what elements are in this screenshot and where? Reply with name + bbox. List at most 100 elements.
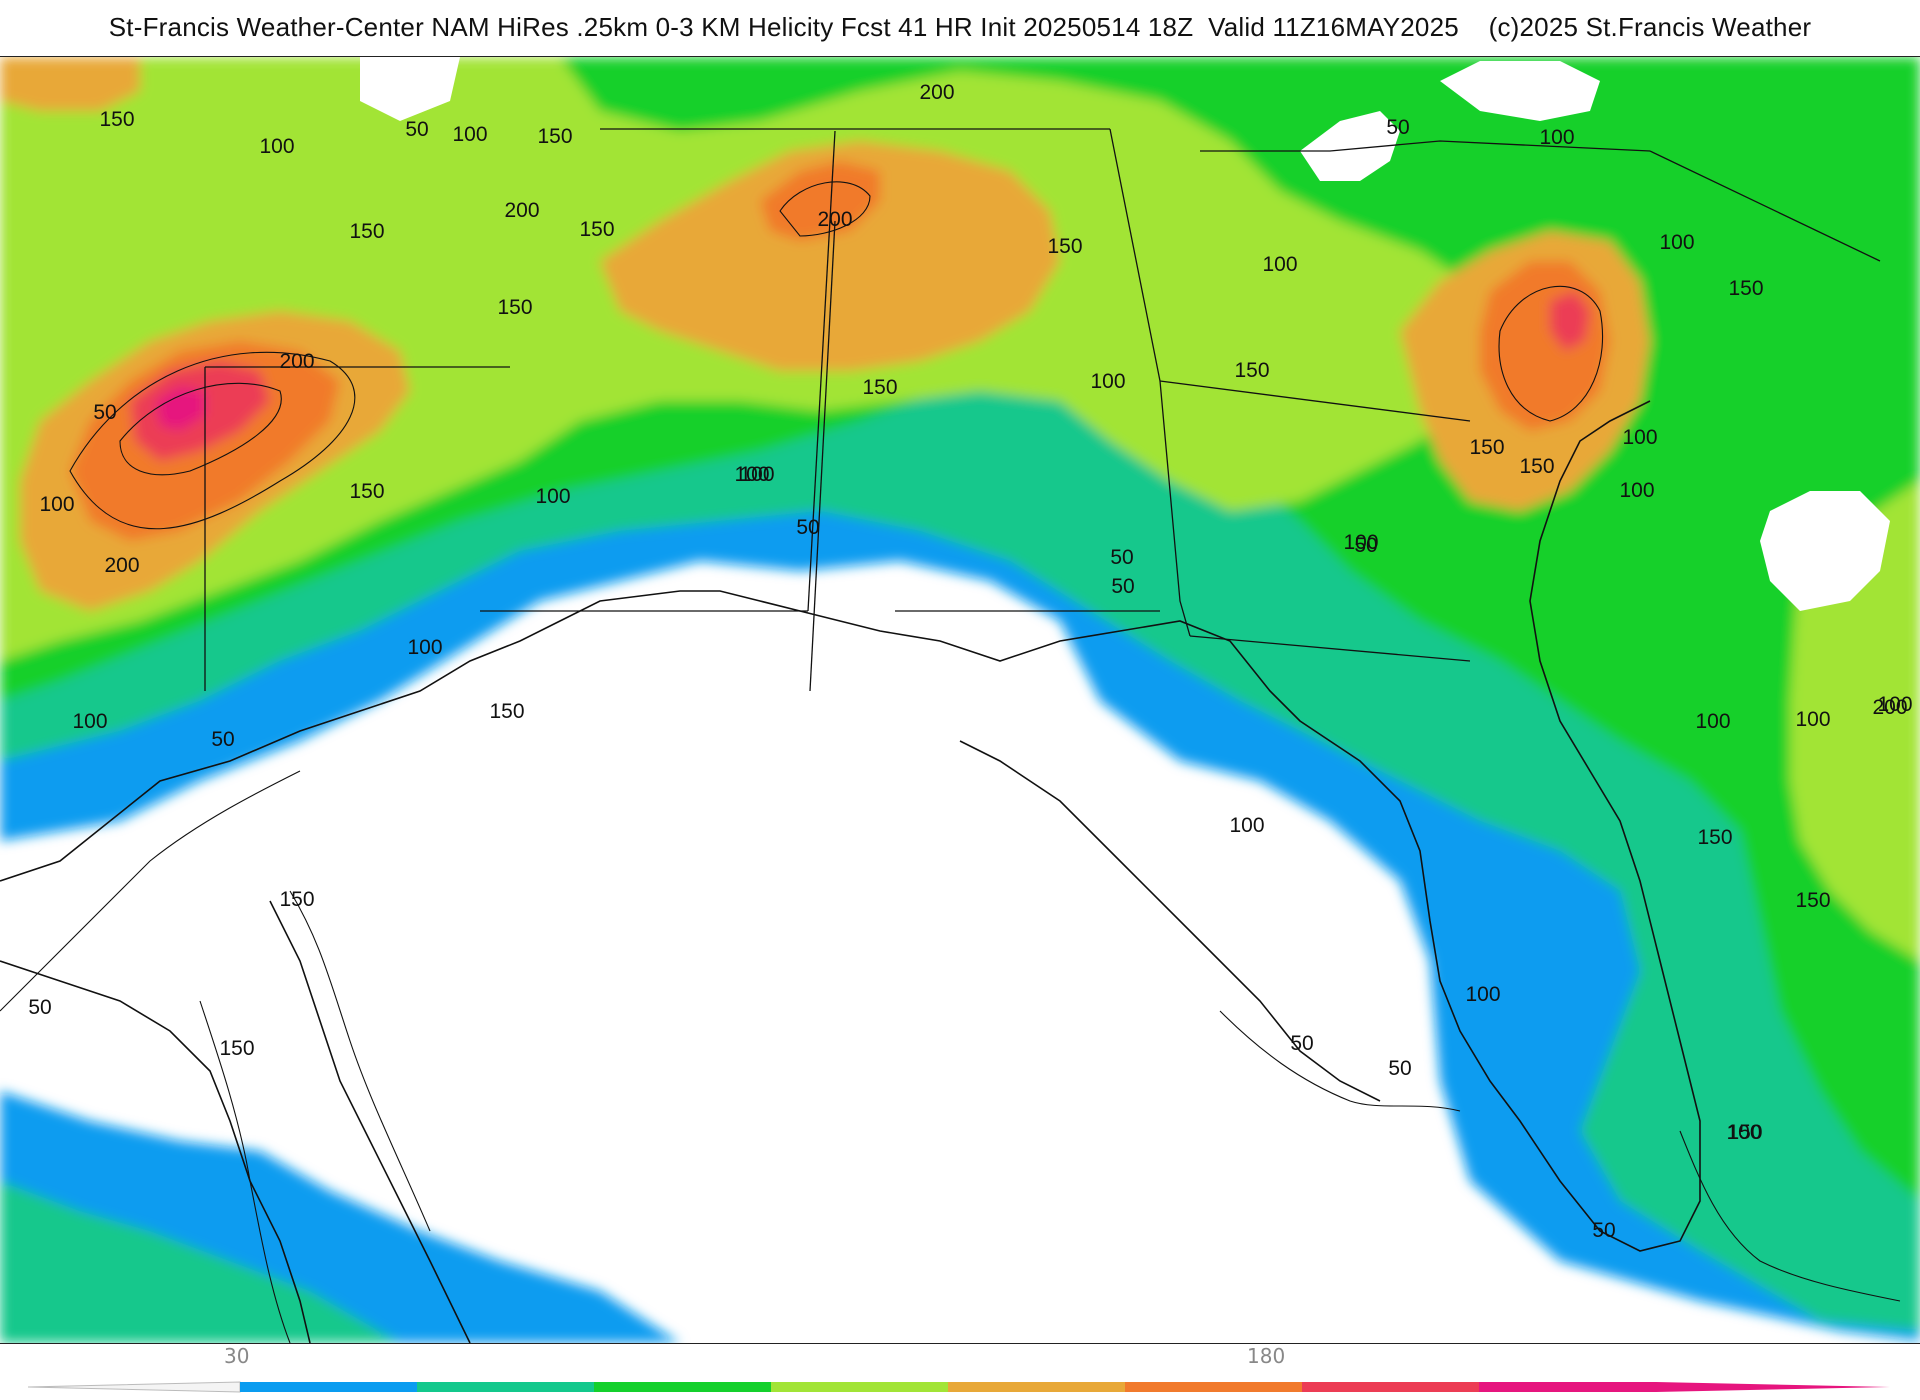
colorbar-segment	[948, 1382, 1126, 1392]
contour-label: 200	[104, 554, 139, 577]
contour-label: 100	[1795, 708, 1830, 731]
state-line-12	[1649, 150, 1881, 262]
contour-label: 100	[1659, 231, 1694, 254]
contour-label: 150	[1469, 436, 1504, 459]
band-210	[1550, 291, 1590, 351]
colorbar-segment	[417, 1382, 595, 1392]
contour-line	[0, 770, 301, 1012]
contour-line	[119, 382, 282, 476]
state-line-6	[1109, 128, 1191, 637]
contour-label: 200	[919, 81, 954, 104]
colorbar-segment	[1479, 1382, 1657, 1392]
helicity-map: 150 100 50 100 150 200 150 150 200 200 150 100 150 10…	[0, 56, 1920, 1344]
contour-label: 50	[405, 118, 428, 141]
contour-label: 150	[279, 888, 314, 911]
contour-label: 100	[535, 485, 570, 508]
contour-label: 150	[1728, 277, 1763, 300]
mexico-coast	[0, 960, 311, 1343]
contour-label: 100	[1619, 479, 1654, 502]
colorbar-tick-high: 180	[1247, 1344, 1286, 1368]
colorbar-segment	[1125, 1382, 1303, 1392]
colorbar-segment	[240, 1382, 418, 1392]
contour-label: 100	[407, 636, 442, 659]
contour-label: 100	[1229, 814, 1264, 837]
gulf-coast	[0, 400, 1701, 1252]
hole-north	[360, 57, 460, 121]
state-line-10	[1159, 380, 1471, 422]
contour-label: 50	[211, 728, 234, 751]
colorbar	[28, 1381, 1890, 1393]
contour-label: 100	[1090, 370, 1125, 393]
colorbar-segment	[594, 1382, 772, 1392]
contour-line	[1219, 1010, 1461, 1112]
contour-label: 150	[1234, 359, 1269, 382]
contour-label: 150	[497, 296, 532, 319]
contour-line	[779, 181, 871, 237]
contour-label: 100	[1695, 710, 1730, 733]
contour-label: 150	[489, 700, 524, 723]
contour-label: 150	[219, 1037, 254, 1060]
contour-label: 100	[734, 463, 769, 486]
contour-label: 200	[817, 208, 852, 231]
contour-label: 100	[1539, 126, 1574, 149]
helicity-contours	[0, 181, 1901, 1343]
colorbar-segment	[771, 1382, 949, 1392]
contour-label: 150	[862, 376, 897, 399]
state-line-9	[1189, 635, 1471, 662]
contour-label: 50	[1386, 116, 1409, 139]
contour-label: 150	[99, 108, 134, 131]
band-150	[0, 57, 140, 111]
hole-northeast	[1440, 61, 1600, 121]
contour-label: 150	[1519, 455, 1554, 478]
contour-label: 100	[1465, 983, 1500, 1006]
band-180	[760, 161, 880, 241]
state-line-4	[807, 130, 836, 612]
contour-label: 50	[1111, 575, 1134, 598]
contour-line	[289, 890, 431, 1232]
contour-label: 150	[349, 220, 384, 243]
contour-label: 200	[279, 350, 314, 373]
contour-label: 50	[93, 401, 116, 424]
contour-label: 150	[1047, 235, 1082, 258]
contour-label: 100	[452, 123, 487, 146]
contour-label: 200	[504, 199, 539, 222]
colorbar-segments	[240, 1382, 1657, 1392]
contour-label: 100	[72, 710, 107, 733]
contour-label: 50	[1110, 546, 1133, 569]
contour-line	[1679, 1130, 1901, 1302]
colorbar-segment	[1302, 1382, 1480, 1392]
state-borders	[204, 128, 1881, 692]
hole-atlantic	[1760, 491, 1890, 611]
contour-label: 100	[39, 493, 74, 516]
contour-label: 100	[259, 135, 294, 158]
colorbar-high-arrow	[1656, 1382, 1890, 1392]
contour-50-gulf	[959, 740, 1381, 1102]
state-line-11	[1200, 140, 1651, 152]
contour-line	[199, 1000, 291, 1343]
colorbar-low-arrow	[28, 1381, 241, 1393]
hole-gulf-blob	[980, 721, 1010, 751]
hole-great-lakes	[1300, 111, 1400, 181]
contour-label: 100	[1726, 1121, 1761, 1144]
contour-label: 100	[1622, 426, 1657, 449]
contour-label: 150	[579, 218, 614, 241]
contour-label: 150	[1727, 1121, 1762, 1144]
contour-label: 100	[1877, 693, 1912, 716]
map-title: St-Francis Weather-Center NAM HiRes .25k…	[108, 12, 1812, 42]
low-helicity-holes	[360, 57, 1890, 751]
contour-label: 50	[1592, 1219, 1615, 1242]
contour-line	[69, 351, 356, 530]
contour-label: 200	[1872, 696, 1907, 719]
mexico-inner	[269, 900, 471, 1343]
contour-label: 150	[1795, 889, 1830, 912]
helicity-bands	[0, 57, 1920, 1343]
contour-label: 50	[1388, 1057, 1411, 1080]
coastlines	[0, 400, 1701, 1343]
contour-label: 100	[1343, 531, 1378, 554]
colorbar-tick-low: 30	[224, 1344, 250, 1368]
contour-label: 50	[796, 516, 819, 539]
contour-label: 100	[1262, 253, 1297, 276]
contour-label: 50	[28, 996, 51, 1019]
